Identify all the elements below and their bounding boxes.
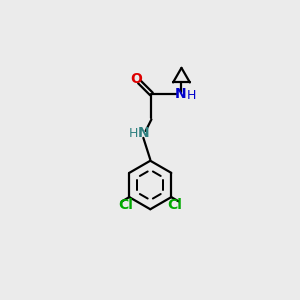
Text: N: N bbox=[175, 87, 186, 101]
Text: N: N bbox=[137, 126, 149, 140]
Text: Cl: Cl bbox=[168, 198, 182, 212]
Text: H: H bbox=[187, 89, 196, 102]
Text: O: O bbox=[130, 72, 142, 86]
Text: H: H bbox=[129, 127, 138, 140]
Text: Cl: Cl bbox=[118, 198, 133, 212]
